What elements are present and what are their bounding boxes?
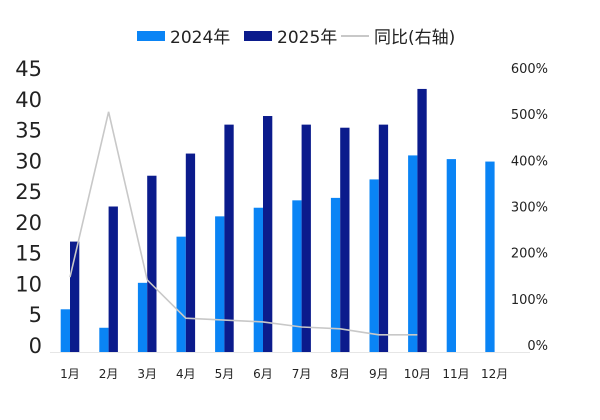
x-tick-label: 12月 xyxy=(481,367,508,381)
bar-2025 xyxy=(417,89,426,352)
x-tick-label: 4月 xyxy=(176,367,196,381)
x-tick-label: 6月 xyxy=(253,367,273,381)
left-tick-label: 35 xyxy=(15,119,42,143)
x-tick-label: 1月 xyxy=(60,367,80,381)
bar-2025 xyxy=(186,154,195,352)
bar-2024 xyxy=(485,162,494,352)
left-tick-label: 40 xyxy=(15,88,42,112)
legend-swatch xyxy=(244,31,272,41)
bar-2024 xyxy=(99,328,108,352)
legend-label: 2025年 xyxy=(277,28,337,48)
yoy-line-path xyxy=(70,112,417,335)
bar-2025 xyxy=(379,125,388,352)
bar-2024 xyxy=(177,237,186,352)
bar-2024 xyxy=(138,283,147,352)
right-tick-label: 400% xyxy=(511,154,548,169)
left-tick-label: 5 xyxy=(29,303,42,327)
left-tick-label: 30 xyxy=(15,149,42,173)
bar-2024 xyxy=(61,309,70,352)
bar-2025 xyxy=(109,207,118,353)
x-tick-label: 11月 xyxy=(442,367,469,381)
bars xyxy=(61,89,495,352)
left-tick-label: 15 xyxy=(15,242,42,266)
bar-2025 xyxy=(147,176,156,352)
x-tick-label: 5月 xyxy=(215,367,235,381)
bar-2024 xyxy=(254,208,263,352)
right-tick-label: 300% xyxy=(511,201,548,216)
legend-swatch xyxy=(137,31,165,41)
legend: 2024年 2025年 同比(右轴) xyxy=(137,28,455,48)
bar-2024 xyxy=(408,155,417,352)
bar-2024 xyxy=(292,200,301,352)
x-tick-label: 10月 xyxy=(404,367,431,381)
right-axis: 0% 100% 200% 300% 400% 500% 600% xyxy=(511,62,548,354)
left-tick-label: 45 xyxy=(15,57,42,81)
bar-2024 xyxy=(370,179,379,352)
legend-label: 同比(右轴) xyxy=(374,28,455,48)
bar-2025 xyxy=(340,128,349,352)
left-tick-label: 25 xyxy=(15,180,42,204)
left-tick-label: 20 xyxy=(15,211,42,235)
bar-2025 xyxy=(263,116,272,352)
x-tick-label: 7月 xyxy=(292,367,312,381)
right-tick-label: 200% xyxy=(511,247,548,262)
x-tick-label: 2月 xyxy=(99,367,119,381)
right-tick-label: 500% xyxy=(511,108,548,123)
x-tick-label: 8月 xyxy=(330,367,350,381)
legend-label: 2024年 xyxy=(170,28,230,48)
right-tick-label: 0% xyxy=(527,339,548,354)
x-tick-label: 3月 xyxy=(137,367,157,381)
left-tick-label: 0 xyxy=(29,334,42,358)
right-tick-label: 100% xyxy=(511,293,548,308)
bar-2025 xyxy=(302,125,311,352)
left-axis: 0 5 10 15 20 25 30 35 40 45 xyxy=(15,57,42,358)
bar-2024 xyxy=(447,159,456,352)
bar-2025 xyxy=(224,125,233,352)
right-tick-label: 600% xyxy=(511,62,548,77)
bar-2024 xyxy=(215,216,224,352)
x-axis: 1月 2月 3月 4月 5月 6月 7月 8月 9月 10月 11月 12月 xyxy=(50,353,530,382)
yoy-line xyxy=(70,112,417,335)
left-tick-label: 10 xyxy=(15,272,42,296)
x-tick-label: 9月 xyxy=(369,367,389,381)
